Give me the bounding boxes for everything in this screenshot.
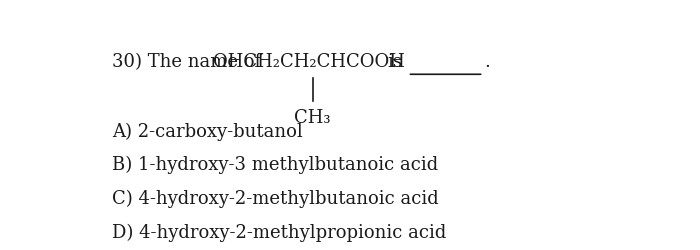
Text: C) 4-hydroxy-2-methylbutanoic acid: C) 4-hydroxy-2-methylbutanoic acid xyxy=(112,190,439,208)
Text: A) 2-carboxy-butanol: A) 2-carboxy-butanol xyxy=(112,122,302,141)
Text: OHCH₂CH₂CHCOOH: OHCH₂CH₂CHCOOH xyxy=(214,53,405,71)
Text: CH₃: CH₃ xyxy=(295,109,331,127)
Text: B) 1-hydroxy-3 methylbutanoic acid: B) 1-hydroxy-3 methylbutanoic acid xyxy=(112,156,438,174)
Text: 30) The name of: 30) The name of xyxy=(112,53,261,71)
Text: is: is xyxy=(388,53,402,71)
Text: D) 4-hydroxy-2-methylpropionic acid: D) 4-hydroxy-2-methylpropionic acid xyxy=(112,224,447,242)
Text: .: . xyxy=(484,53,491,71)
